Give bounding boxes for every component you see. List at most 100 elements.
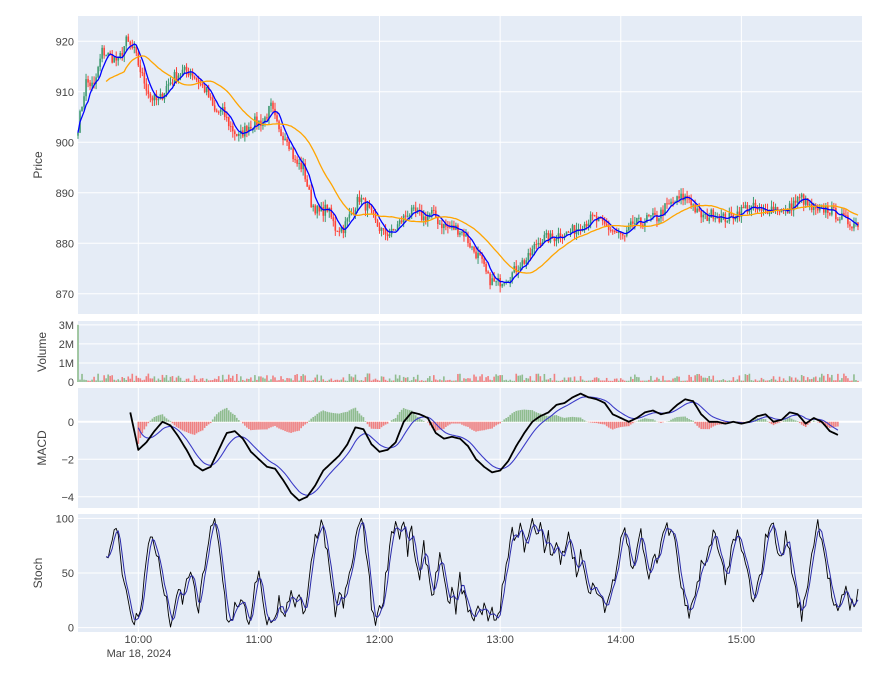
volume-bar [424,380,427,382]
macd-histogram-bar [511,413,514,422]
volume-bar [231,375,234,382]
volume-bar [185,378,188,382]
volume-bar [706,378,709,382]
candle-body [107,52,109,56]
volume-bar [175,377,178,382]
volume-bar [471,380,473,382]
candle-body [621,233,624,236]
volume-bar [215,379,218,382]
volume-bar [189,380,192,382]
candle-body [712,209,715,219]
macd-histogram-bar [227,410,230,422]
volume-tick-label: 2M [59,339,74,351]
volume-bar [117,379,120,382]
candle-body [175,72,178,81]
macd-histogram-bar [686,417,688,422]
candle-body [143,72,146,84]
candle-body [422,216,425,221]
candle-body [551,233,554,239]
candle-body [575,229,578,235]
macd-tick-label: −4 [61,492,74,504]
volume-bar [678,376,680,382]
candle-body [141,72,144,74]
volume-bar [489,379,491,382]
macd-histogram-bar [831,421,833,428]
macd-histogram-bar [153,417,156,422]
candle-body [692,204,694,206]
volume-bar [698,374,700,382]
volume-bar [113,379,115,382]
candle-body [597,217,600,222]
volume-bar [776,380,779,382]
volume-bar [790,377,793,382]
macd-histogram-bar [696,421,698,426]
macd-histogram-bar [181,421,184,431]
volume-bar [408,380,411,382]
volume-bar [252,380,254,382]
macd-series [129,392,839,502]
candle-body [833,206,835,208]
candle-body [314,205,317,214]
volume-bar [159,379,162,382]
candle-body [644,222,646,227]
volume-bar [607,380,610,382]
macd-histogram-bar [449,421,451,425]
candle-body [169,82,172,85]
price-tick-label: 920 [56,36,74,48]
macd-histogram-bar [794,420,797,422]
volume-bar [658,378,660,382]
candle-body [246,126,248,132]
volume-bar [674,377,676,382]
volume-bar [320,375,323,382]
volume-bar [99,380,101,382]
volume-bar [352,377,355,382]
macd-histogram-bar [141,421,144,434]
volume-bar [153,376,156,382]
volume-bar [736,379,739,382]
volume-bar [722,379,725,382]
candle-body [83,96,85,107]
volume-bar [79,379,81,382]
macd-histogram-bar [682,416,684,422]
candle-body [495,281,497,283]
macd-histogram-bar [527,409,530,422]
macd-histogram-bar [256,421,258,430]
volume-bar [551,380,554,382]
volume-bar [227,374,230,382]
candle-body [483,258,485,264]
volume-bar [354,374,357,382]
macd-histogram-bar [314,415,317,422]
candle-body [798,197,801,199]
candle-body [471,246,473,248]
macd-histogram-bar [139,421,142,438]
candle-body [800,194,803,198]
macd-histogram-bar [426,421,429,423]
volume-bar [384,379,387,382]
volume-bar [223,379,226,382]
candle-body [654,212,656,215]
macd-histogram-bar [714,421,717,426]
macd-histogram-bar [599,421,602,424]
volume-bar [414,379,417,382]
macd-histogram-bar [660,421,662,423]
candle-body [650,215,652,217]
macd-histogram-bar [443,421,445,429]
macd-histogram-bar [469,421,471,429]
macd-histogram-bar [473,421,475,431]
macd-histogram-bar [670,419,672,422]
candle-body [354,209,357,215]
volume-bar [282,379,284,382]
macd-histogram-bar [531,410,534,422]
candle-body [792,200,795,211]
candle-body [187,71,190,76]
volume-bar [849,380,851,382]
volume-bar [372,379,375,382]
volume-bar [485,377,487,382]
candle-body [780,209,783,213]
volume-bar [254,375,256,382]
candle-body [238,133,240,136]
volume-bar [453,380,455,382]
macd-histogram-bar [611,421,614,430]
volume-bar [103,375,105,382]
macd-histogram-bar [368,421,371,427]
